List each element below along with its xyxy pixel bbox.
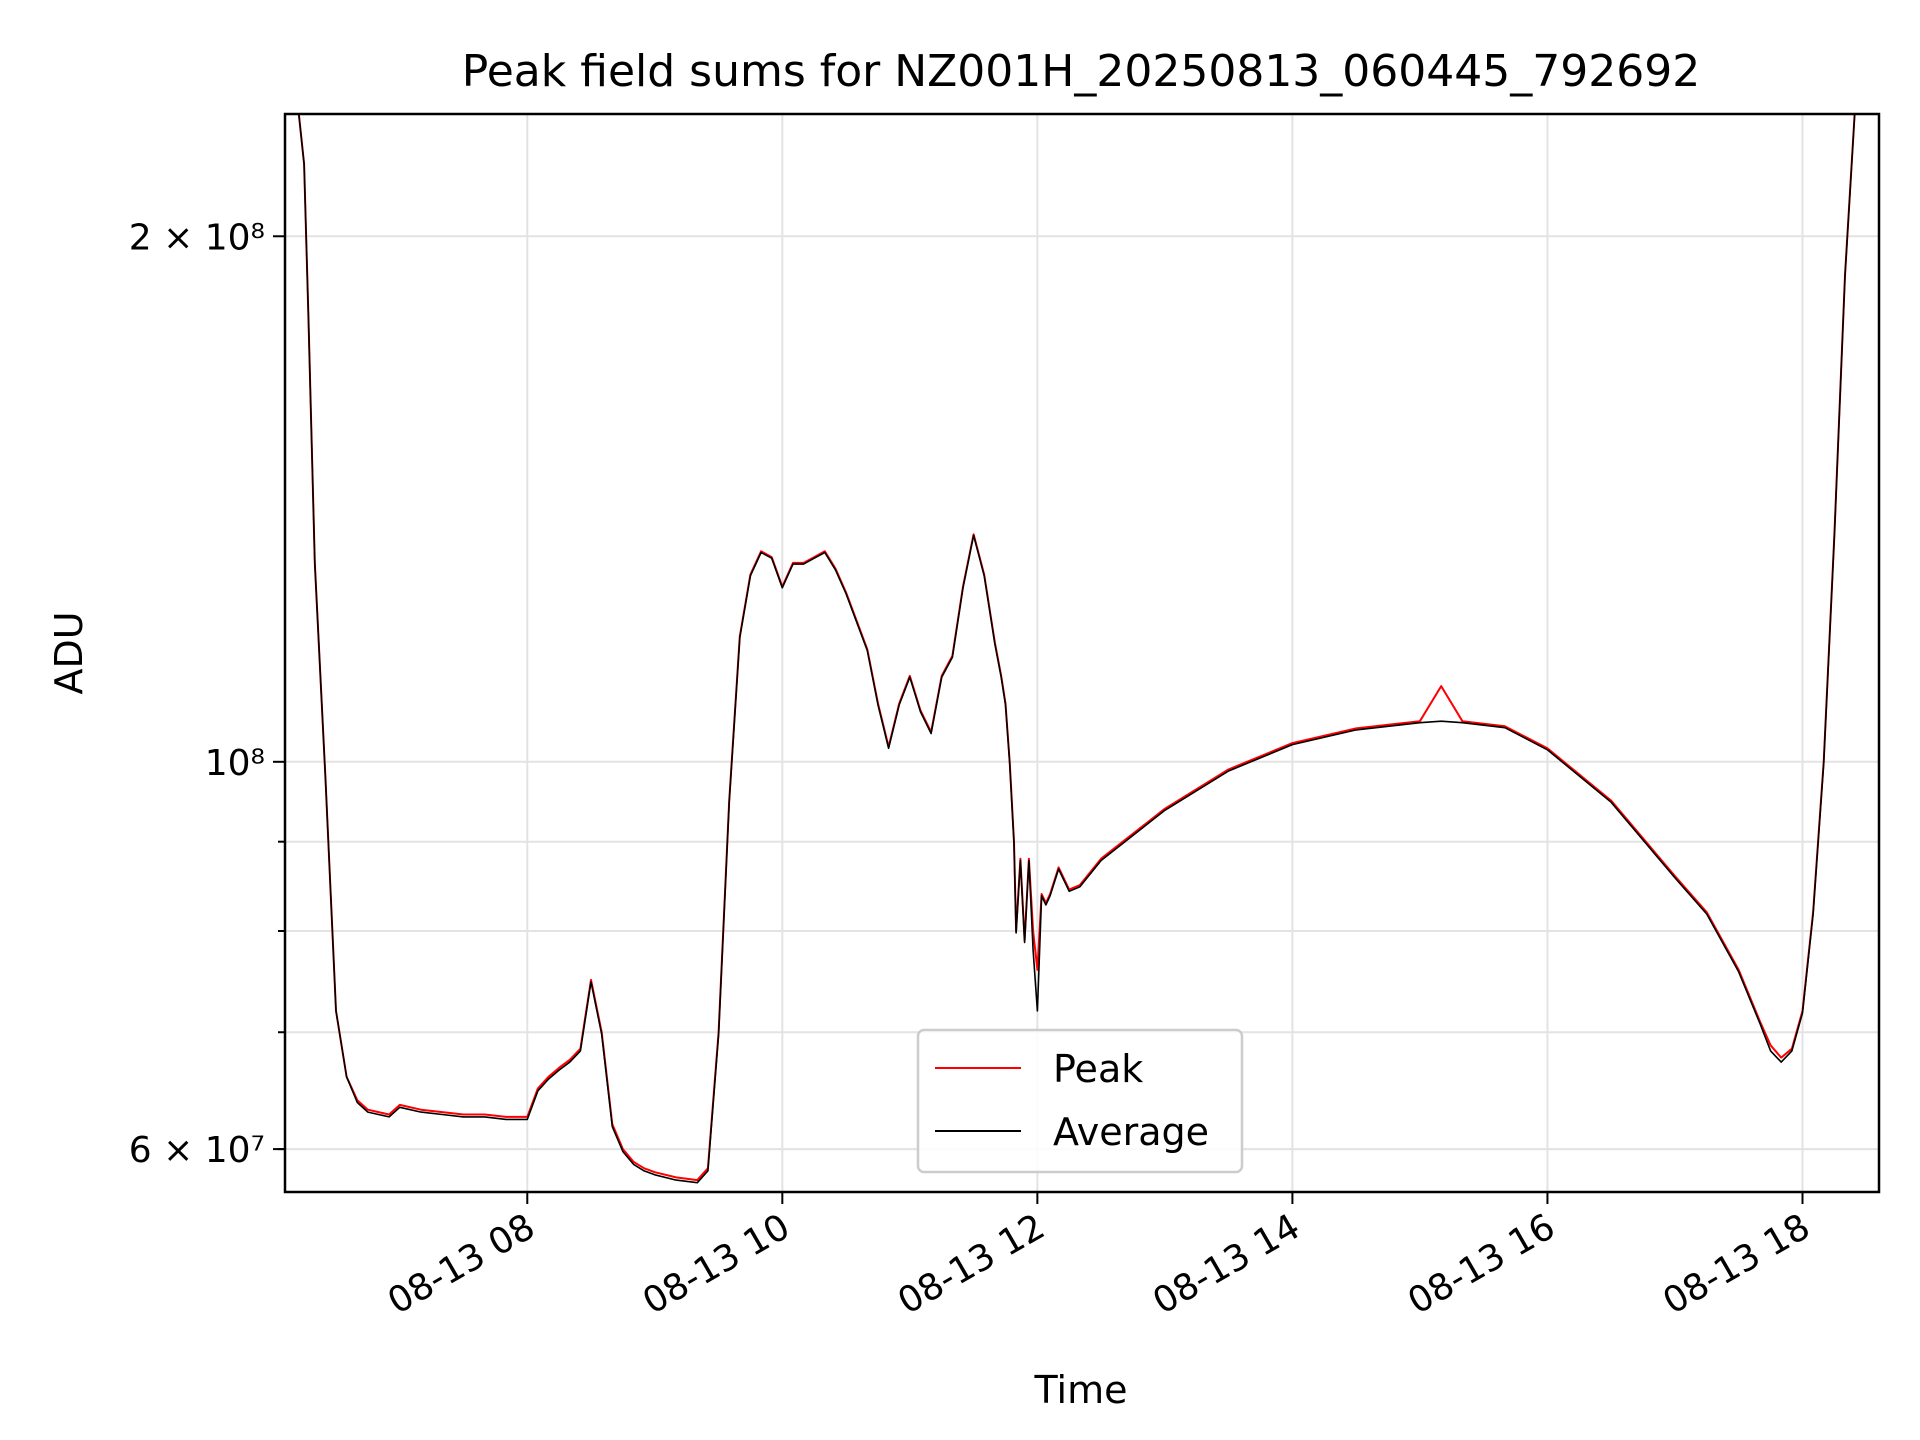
legend-label-peak: Peak (1053, 1047, 1143, 1091)
grid-lines (285, 114, 1879, 1192)
series-layer (297, 114, 1856, 1184)
legend-label-average: Average (1053, 1110, 1209, 1154)
chart-title: Peak field sums for NZ001H_20250813_0604… (462, 46, 1700, 97)
y-axis-label: ADU (47, 611, 91, 694)
y-tick-label: 6 × 10⁷ (129, 1130, 265, 1171)
y-tick-label: 10⁸ (205, 743, 265, 784)
legend: Peak Average (916, 1028, 1244, 1174)
y-tick-label: 2 × 10⁸ (129, 217, 265, 258)
legend-box (916, 1028, 1244, 1174)
series-line-average (298, 114, 1856, 1184)
x-axis-label: Time (1034, 1368, 1128, 1412)
plot-frame (283, 112, 1881, 1194)
